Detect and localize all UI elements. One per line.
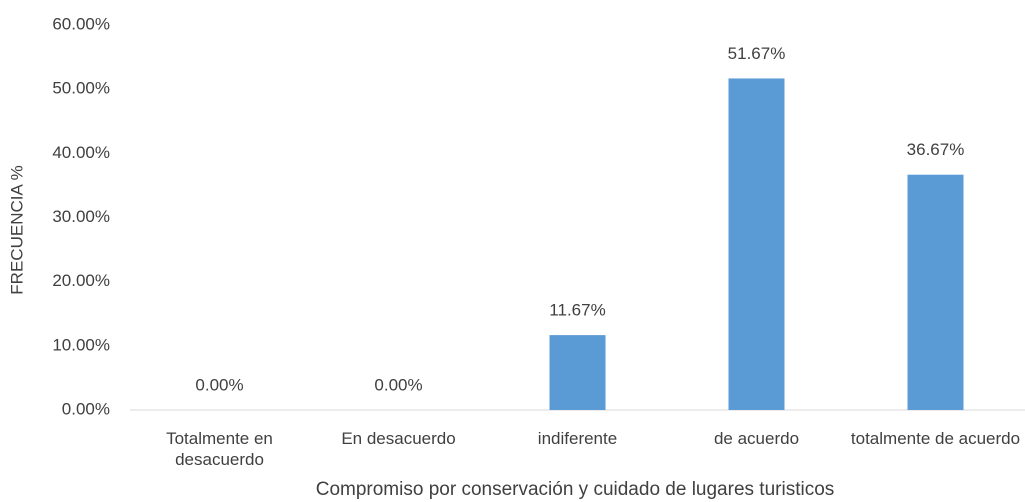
data-label: 0.00%	[195, 375, 243, 394]
data-label: 0.00%	[374, 375, 422, 394]
y-axis-title: FRECUENCIA %	[7, 165, 26, 294]
y-tick-label: 50.00%	[52, 79, 110, 98]
x-tick-label-box: indiferente	[537, 429, 618, 448]
bar	[907, 174, 964, 410]
bar	[549, 335, 606, 410]
x-tick-label: totalmente de acuerdo	[850, 429, 1021, 448]
data-label: 36.67%	[907, 140, 965, 159]
y-tick-label: 40.00%	[52, 143, 110, 162]
y-tick-label: 60.00%	[52, 14, 110, 33]
x-tick-label: indiferente	[537, 429, 618, 448]
x-tick-label: Totalmente en desacuerdo	[166, 429, 273, 469]
x-tick-label-box: Totalmente en desacuerdo	[166, 429, 273, 469]
y-tick-label: 0.00%	[62, 399, 110, 418]
x-tick-label: En desacuerdo	[341, 429, 456, 448]
y-tick-label: 10.00%	[52, 335, 110, 354]
y-tick-label: 30.00%	[52, 207, 110, 226]
bar	[728, 78, 785, 410]
x-tick-label-box: de acuerdo	[713, 429, 800, 448]
y-tick-label: 20.00%	[52, 271, 110, 290]
data-label: 11.67%	[549, 301, 605, 320]
x-tick-label-box: En desacuerdo	[341, 429, 456, 448]
x-tick-label-box: totalmente de acuerdo	[850, 429, 1021, 448]
x-axis-title: Compromiso por conservación y cuidado de…	[316, 479, 835, 500]
data-label: 51.67%	[728, 44, 786, 63]
x-tick-label: de acuerdo	[713, 429, 800, 448]
